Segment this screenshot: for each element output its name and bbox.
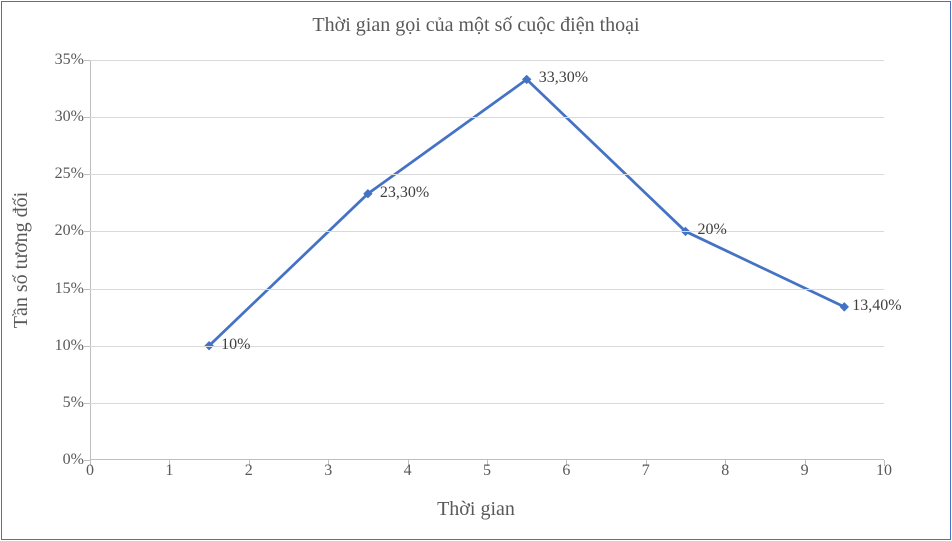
y-tick-label: 10% xyxy=(50,337,84,355)
x-tick-label: 10 xyxy=(872,462,896,480)
gridline xyxy=(90,60,884,61)
line-series xyxy=(90,60,884,460)
x-tick-label: 8 xyxy=(713,462,737,480)
x-tick-label: 7 xyxy=(634,462,658,480)
data-label: 13,40% xyxy=(852,297,901,315)
y-tick-label: 15% xyxy=(50,280,84,298)
y-tick-mark xyxy=(84,60,90,61)
data-label: 20% xyxy=(698,221,727,239)
data-label: 23,30% xyxy=(380,184,429,202)
series-line xyxy=(209,79,844,345)
y-tick-label: 30% xyxy=(50,108,84,126)
gridline xyxy=(90,174,884,175)
gridline xyxy=(90,289,884,290)
x-tick-label: 4 xyxy=(396,462,420,480)
y-tick-mark xyxy=(84,231,90,232)
x-tick-label: 1 xyxy=(157,462,181,480)
chart-title: Thời gian gọi của một số cuộc điện thoại xyxy=(0,14,952,37)
data-label: 33,30% xyxy=(539,69,588,87)
y-tick-mark xyxy=(84,403,90,404)
gridline xyxy=(90,403,884,404)
y-tick-mark xyxy=(84,174,90,175)
x-axis-label: Thời gian xyxy=(0,498,952,521)
x-tick-label: 5 xyxy=(475,462,499,480)
y-tick-label: 5% xyxy=(50,394,84,412)
y-tick-label: 25% xyxy=(50,165,84,183)
gridline xyxy=(90,117,884,118)
x-tick-label: 6 xyxy=(554,462,578,480)
plot-area xyxy=(90,60,884,460)
x-tick-label: 9 xyxy=(793,462,817,480)
y-tick-label: 35% xyxy=(50,51,84,69)
y-tick-label: 20% xyxy=(50,222,84,240)
y-tick-mark xyxy=(84,117,90,118)
data-label: 10% xyxy=(221,336,250,354)
y-tick-mark xyxy=(84,289,90,290)
x-tick-label: 0 xyxy=(78,462,102,480)
x-tick-label: 2 xyxy=(237,462,261,480)
y-axis-label: Tần số tương đối xyxy=(10,192,33,328)
gridline xyxy=(90,231,884,232)
x-tick-label: 3 xyxy=(316,462,340,480)
chart-container: Thời gian gọi của một số cuộc điện thoại… xyxy=(0,0,952,541)
y-tick-mark xyxy=(84,346,90,347)
gridline xyxy=(90,346,884,347)
